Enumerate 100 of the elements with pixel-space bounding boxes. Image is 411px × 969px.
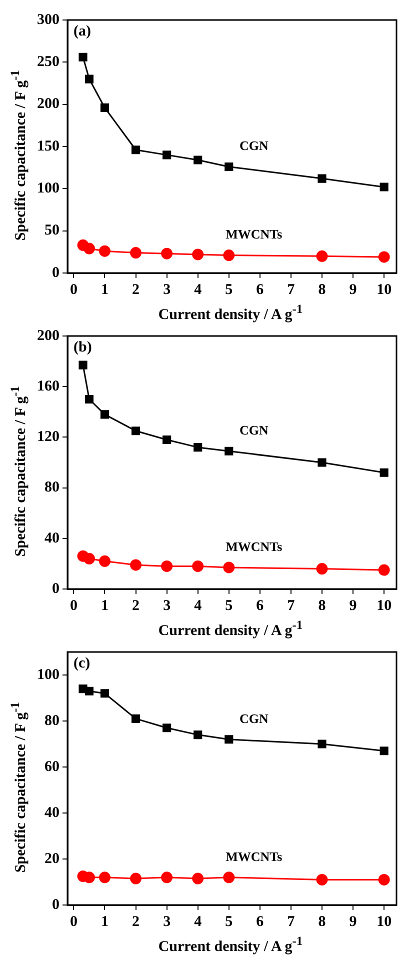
y-tick-label: 300 [37,12,60,28]
x-tick-label: 10 [376,914,392,930]
y-tick-label: 80 [44,480,60,496]
series-label: CGN [239,138,269,154]
point [84,74,94,84]
point [318,458,326,467]
point [100,103,110,112]
y-tick-label: 0 [52,896,60,913]
point [316,874,328,886]
point [223,562,235,574]
x-tick-label: 2 [132,598,140,614]
point [162,435,172,444]
point [84,686,94,696]
y-tick-label: 100 [37,180,60,197]
point [162,724,172,732]
chart-title: (a) [74,23,91,40]
point [130,559,142,571]
x-tick-label: 4 [194,598,202,614]
x-tick-label: 1 [100,598,108,614]
x-tick-label: 10 [376,282,392,298]
x-tick-label: 0 [70,282,78,298]
chart-title: (b) [74,339,92,356]
x-tick-label: 6 [256,914,264,930]
x-tick-label: 8 [318,282,326,298]
point [316,250,328,262]
point [98,555,110,567]
point [378,251,390,263]
x-tick-label: 5 [225,598,233,614]
x-tick-label: 3 [163,914,171,930]
point [132,714,140,723]
point [83,552,95,564]
point [192,560,204,572]
y-tick-label: 200 [37,96,60,112]
point [192,248,204,260]
x-tick-label: 7 [287,914,296,930]
y-tick-label: 100 [37,666,60,683]
point [224,162,234,172]
y-tick-label: 0 [52,580,60,597]
y-tick-label: 80 [44,712,60,729]
point [223,872,235,884]
y-tick-label: 40 [44,530,60,546]
point [318,174,326,183]
point [83,242,95,254]
y-tick-label: 160 [37,378,60,394]
point [224,735,234,744]
y-tick-label: 150 [37,138,60,154]
point [192,872,204,884]
x-axis-title: Current density / A g$^{-1}$ [157,934,304,956]
x-tick-label: 0 [70,914,78,930]
y-tick-label: 200 [37,328,60,344]
series-label: MWCNTs [226,538,282,554]
point [78,360,88,370]
x-tick-label: 3 [163,282,171,298]
x-tick-label: 4 [194,282,202,298]
point [98,245,110,257]
x-tick-label: 2 [132,282,140,298]
series-label: CGN [239,710,269,726]
point [194,443,202,452]
point [378,564,390,576]
x-tick-label: 10 [376,598,392,614]
x-tick-label: 1 [100,282,108,298]
x-tick-label: 6 [256,598,264,614]
y-tick-label: 50 [44,222,60,239]
y-tick-label: 120 [37,429,60,446]
x-tick-label: 3 [163,598,171,614]
x-tick-label: 4 [194,914,202,930]
point [380,746,388,756]
point [84,394,94,404]
x-axis-title: Current density / A g$^{-1}$ [157,618,304,640]
y-tick-label: 40 [44,804,60,821]
y-tick-label: 20 [44,850,60,867]
point [316,563,328,575]
point [161,872,173,884]
point [100,410,110,419]
point [223,250,235,262]
point [194,156,202,164]
x-tick-label: 0 [70,598,78,614]
x-axis-title: Current density / A g$^{-1}$ [157,302,304,324]
point [162,150,172,160]
point [130,872,142,884]
point [132,426,140,436]
point [380,182,388,192]
x-tick-label: 2 [132,914,140,930]
point [194,730,202,740]
y-tick-label: 250 [37,54,60,70]
x-tick-label: 9 [349,282,357,298]
point [161,248,173,260]
x-tick-label: 5 [225,914,233,930]
series-label: MWCNTs [226,848,282,864]
x-tick-label: 9 [349,598,357,614]
point [224,446,234,456]
x-tick-label: 6 [256,282,264,298]
x-tick-label: 7 [287,282,296,298]
y-tick-label: 60 [44,758,60,775]
y-tick-label: 0 [52,264,60,281]
point [78,52,88,62]
x-tick-label: 7 [287,598,296,614]
chart-title: (c) [74,655,90,672]
x-tick-label: 9 [349,914,357,930]
point [378,874,390,886]
